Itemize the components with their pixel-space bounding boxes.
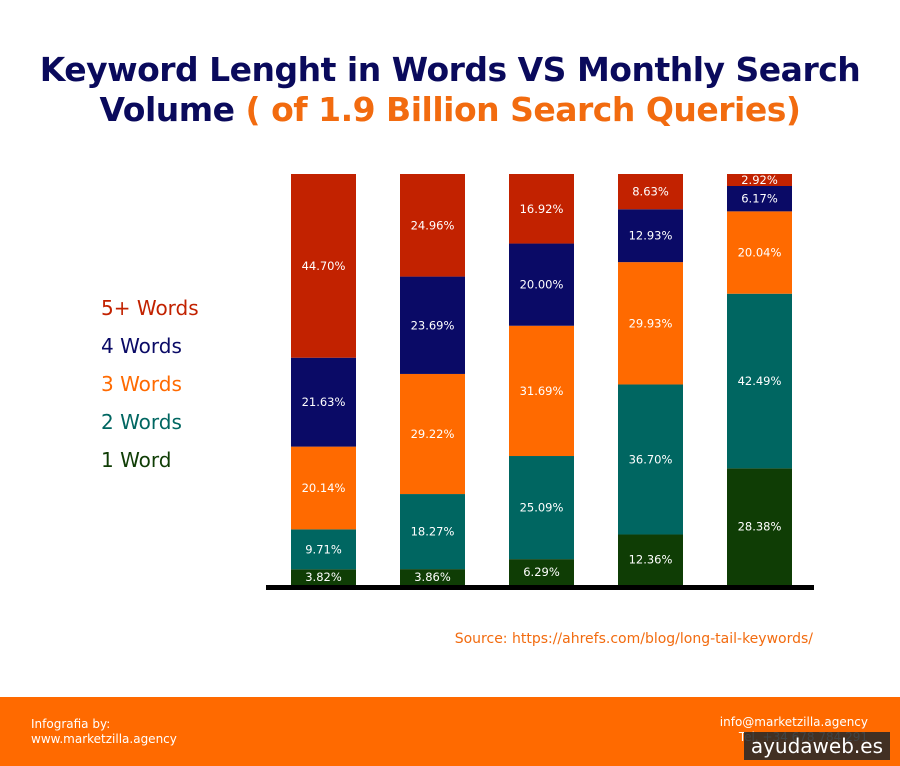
data-label: 2.92%: [741, 173, 778, 187]
legend-item-5plus: 5+ Words: [101, 296, 199, 320]
legend: 5+ Words 4 Words 3 Words 2 Words 1 Word: [101, 294, 199, 484]
bar-segment: [509, 243, 574, 326]
data-label: 25.09%: [520, 501, 564, 515]
legend-item-1: 1 Word: [101, 448, 172, 472]
legend-item-3: 3 Words: [101, 372, 182, 396]
bar-segment: [400, 174, 465, 277]
bar-segment: [291, 357, 356, 447]
bar-segment: [291, 569, 356, 585]
data-label: 12.93%: [629, 229, 673, 243]
title-main: Keyword Lenght in Words VS Monthly Searc…: [39, 50, 861, 129]
bar-segment: [727, 211, 792, 294]
chart-title: Keyword Lenght in Words VS Monthly Searc…: [0, 50, 900, 130]
data-label: 8.63%: [632, 185, 669, 199]
data-label: 23.69%: [411, 318, 455, 332]
bar-segment: [400, 569, 465, 585]
footer-credit: Infografia by: www.marketzilla.agency: [31, 717, 177, 747]
bar-segment: [618, 174, 683, 210]
data-label: 18.27%: [411, 525, 455, 539]
bar-segment: [727, 174, 792, 187]
stacked-bar-chart: 3.82% 9.71% 20.14% 21.63% 44.70% 3.86% 18.27% 2…: [266, 173, 814, 590]
data-label: 29.22%: [411, 427, 455, 441]
data-label: 6.29%: [523, 565, 560, 579]
data-label: 24.96%: [411, 218, 455, 232]
bar-segment: [727, 468, 792, 585]
bar-segment: [618, 534, 683, 585]
bar-segment: [400, 276, 465, 374]
data-label: 12.36%: [629, 553, 673, 567]
data-label: 29.93%: [629, 316, 673, 330]
credit-label: Infografia by:: [31, 717, 111, 731]
data-label: 31.69%: [520, 384, 564, 398]
title-highlight: ( of 1.9 Billion Search Queries): [245, 90, 801, 129]
bar-segment: [509, 559, 574, 585]
data-label: 16.92%: [520, 202, 564, 216]
bar-segment: [618, 262, 683, 385]
bar-segment: [509, 325, 574, 457]
bar-segment: [291, 174, 356, 358]
bar-segment: [727, 293, 792, 469]
bar-segment: [509, 174, 574, 244]
bar-segment: [291, 529, 356, 570]
legend-item-2: 2 Words: [101, 410, 182, 434]
data-label: 9.71%: [305, 542, 342, 556]
data-label: 6.17%: [741, 192, 778, 206]
bar-segment: [509, 456, 574, 560]
data-label: 36.70%: [629, 452, 673, 466]
bar-segment: [727, 186, 792, 212]
bar-segment: [291, 446, 356, 530]
data-label: 20.04%: [738, 246, 782, 260]
credit-site[interactable]: www.marketzilla.agency: [31, 732, 177, 746]
data-label: 20.14%: [302, 481, 346, 495]
bar-segment: [618, 209, 683, 263]
data-label: 28.38%: [738, 520, 782, 534]
data-label: 44.70%: [302, 259, 346, 273]
data-label: 3.82%: [305, 570, 342, 584]
bar-segment: [400, 373, 465, 495]
watermark: ayudaweb.es: [743, 732, 890, 760]
data-label: 21.63%: [302, 395, 346, 409]
data-label: 3.86%: [414, 570, 451, 584]
footer: Infografia by: www.marketzilla.agency in…: [0, 697, 900, 766]
legend-item-4: 4 Words: [101, 334, 182, 358]
data-label: 20.00%: [520, 278, 564, 292]
baseline: [266, 585, 814, 590]
contact-email[interactable]: info@marketzilla.agency: [719, 715, 868, 729]
bar-segment: [400, 494, 465, 570]
data-label: 42.49%: [738, 374, 782, 388]
bar-segment: [618, 384, 683, 535]
source-note: Source: https://ahrefs.com/blog/long-tai…: [454, 631, 813, 647]
